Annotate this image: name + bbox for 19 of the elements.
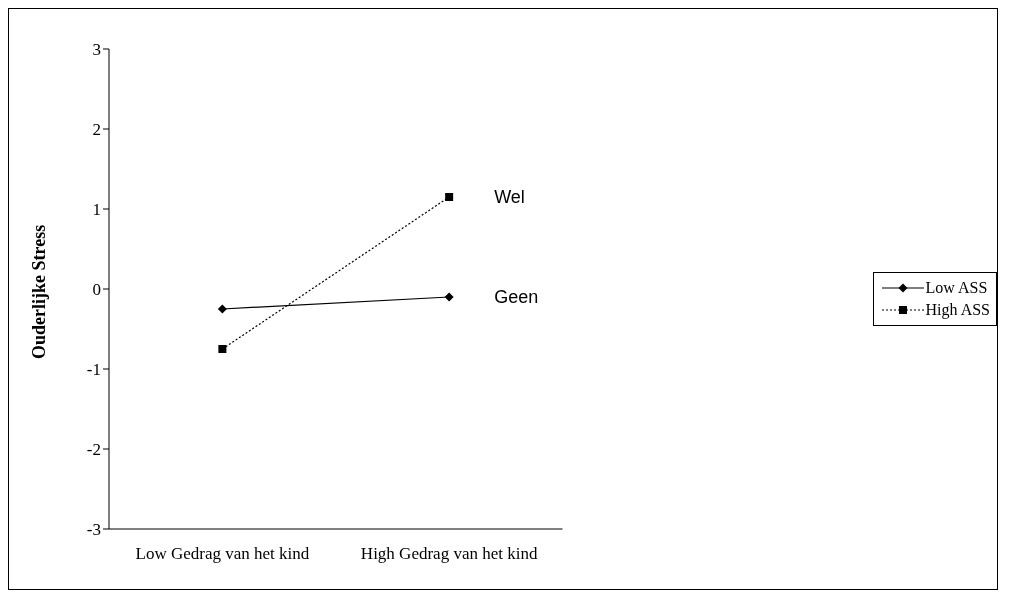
annotation: Wel bbox=[494, 187, 525, 208]
x-tick-label: High Gedrag van het kind bbox=[360, 544, 538, 564]
chart-frame: Low ASS High ASS Low Gedrag van het kind High Gedrag van het kind -3 -2 -1 0 1 2 3 Ouderlijke Stress Wel Geen bbox=[8, 8, 998, 590]
point bbox=[218, 345, 227, 353]
y-tick-label: 1 bbox=[92, 200, 101, 220]
point bbox=[445, 193, 454, 201]
point bbox=[444, 292, 454, 302]
y-tick-label: 2 bbox=[92, 120, 101, 140]
legend-label: Low ASS bbox=[925, 279, 988, 297]
y-tick-label: -1 bbox=[86, 360, 101, 380]
y-tick-label: 3 bbox=[92, 40, 101, 60]
x-tick-label: Low Gedrag van het kind bbox=[135, 544, 310, 564]
point bbox=[217, 304, 227, 314]
y-tick-label: -2 bbox=[86, 440, 101, 460]
y-tick-label: -3 bbox=[86, 520, 101, 540]
y-tick-label: 0 bbox=[92, 280, 101, 300]
annotation: Geen bbox=[494, 287, 539, 308]
legend-label: High ASS bbox=[925, 301, 990, 319]
y-axis-title: Ouderlijke Stress bbox=[29, 224, 50, 359]
